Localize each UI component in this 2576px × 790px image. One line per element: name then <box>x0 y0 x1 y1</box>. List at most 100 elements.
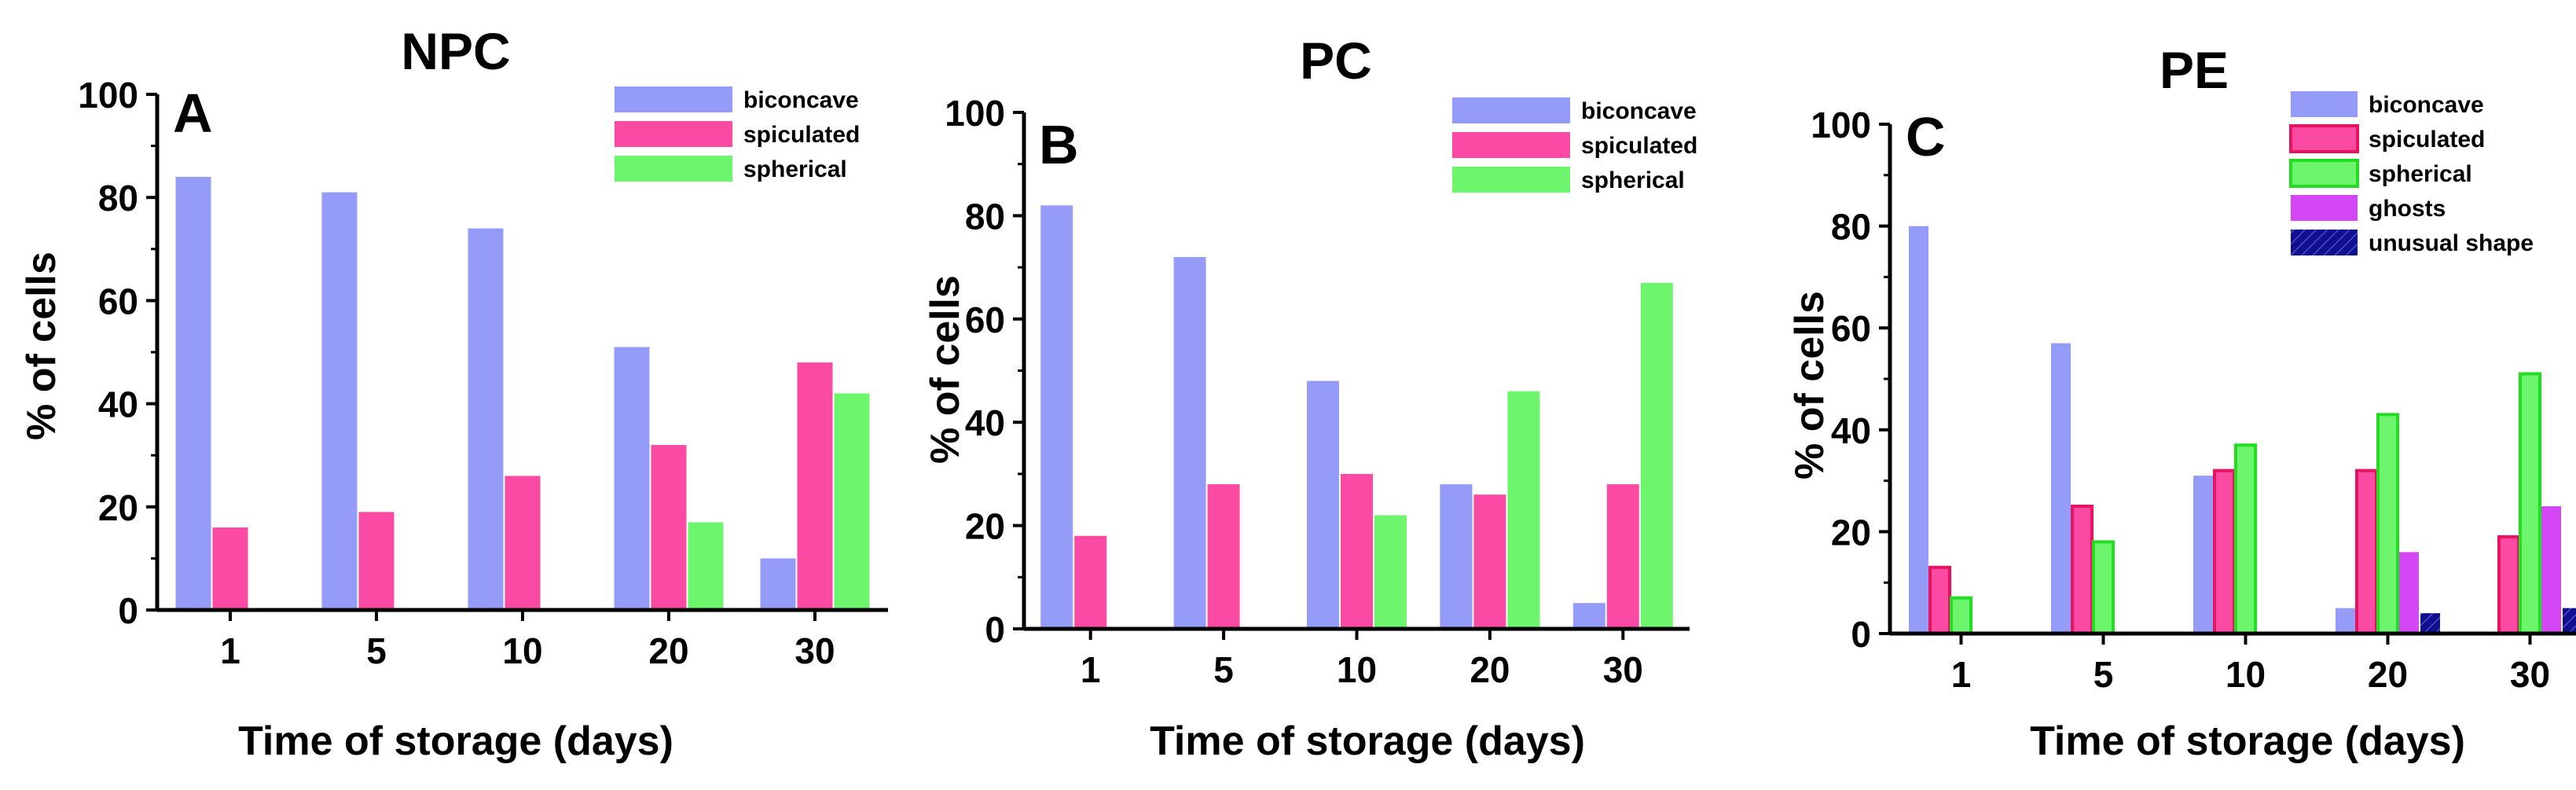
y-tick-label: 0 <box>118 590 138 631</box>
x-tick-label: 20 <box>2368 654 2408 695</box>
legend-swatch-ghosts <box>2291 195 2358 221</box>
bar-spiculated-5 <box>358 512 394 610</box>
y-tick-label: 0 <box>1851 614 1871 655</box>
bar-unusual-shape-20 <box>2420 613 2440 634</box>
bar-spiculated-20 <box>2355 468 2378 636</box>
bar-spiculated-30 <box>2497 535 2520 636</box>
bar-spiculated-1 <box>1074 535 1107 629</box>
bar-spiculated-10 <box>2213 468 2236 636</box>
legend: biconcave spiculated spherical <box>615 86 860 182</box>
legend: biconcave spiculated spherical ghosts unusua… <box>2289 91 2534 256</box>
bar-spiculated-30 <box>1606 484 1639 629</box>
bar-spiculated-1 <box>1928 565 1951 636</box>
y-tick-label: 80 <box>98 178 138 219</box>
bar-spiculated-20 <box>651 445 687 610</box>
legend-swatch-biconcave <box>615 86 732 112</box>
bar-spiculated-5 <box>2071 505 2093 635</box>
x-tick-label: 5 <box>1213 649 1234 690</box>
legend-label: biconcave <box>743 87 859 113</box>
legend-label: ghosts <box>2369 196 2446 222</box>
bar-biconcave-10 <box>1307 380 1339 629</box>
legend-label: spherical <box>743 156 847 182</box>
legend-label: biconcave <box>1581 98 1697 124</box>
x-tick-label: 30 <box>2510 654 2550 695</box>
bar-spherical-10 <box>2234 443 2257 635</box>
legend-swatch-spiculated <box>615 121 732 147</box>
legend-label: spherical <box>2369 161 2472 187</box>
legend-swatch-biconcave <box>1452 97 1570 123</box>
y-tick-label: 100 <box>945 93 1005 134</box>
bar-biconcave-5 <box>2051 343 2071 634</box>
bar-spiculated-10 <box>505 476 541 610</box>
legend-swatch-spiculated <box>2289 124 2359 153</box>
y-axis-title: % of cells <box>923 275 968 464</box>
legend-swatch-spherical <box>1452 167 1570 193</box>
bar-spherical-20 <box>688 522 724 610</box>
bar-spherical-20 <box>1507 391 1540 629</box>
x-tick-label: 1 <box>220 630 240 671</box>
x-tick-label: 20 <box>648 630 688 671</box>
x-axis-title: Time of storage (days) <box>2030 718 2465 764</box>
bar-biconcave-20 <box>614 347 650 610</box>
bar-biconcave-5 <box>1173 256 1206 629</box>
y-tick-label: 80 <box>965 196 1005 237</box>
bar-biconcave-10 <box>2193 476 2213 634</box>
y-tick-label: 100 <box>1811 105 1871 145</box>
bar-biconcave-30 <box>760 558 796 610</box>
bar-spherical-1 <box>1950 596 1972 636</box>
legend-swatch-unusual-shape <box>2291 230 2358 255</box>
y-tick-label: 40 <box>1831 410 1871 451</box>
bar-spherical-30 <box>2519 372 2541 635</box>
x-tick-label: 20 <box>1470 649 1510 690</box>
y-tick-label: 60 <box>98 281 138 322</box>
bar-spherical-20 <box>2376 413 2399 635</box>
bar-spherical-30 <box>1640 282 1673 629</box>
bar-biconcave-5 <box>321 192 358 610</box>
legend-swatch-spherical <box>615 156 732 182</box>
x-tick-label: 1 <box>1951 654 1972 695</box>
y-tick-label: 40 <box>965 402 1005 443</box>
x-tick-label: 5 <box>366 630 387 671</box>
bar-spiculated-5 <box>1207 484 1240 629</box>
bar-biconcave-20 <box>2336 608 2355 634</box>
y-tick-label: 20 <box>1831 512 1871 553</box>
bar-biconcave-1 <box>1040 205 1073 629</box>
y-axis-title: % of cells <box>1787 291 1833 480</box>
bar-biconcave-1 <box>175 176 211 610</box>
x-tick-label: 5 <box>2093 654 2114 695</box>
legend-swatch-biconcave <box>2291 91 2358 117</box>
bar-spiculated-20 <box>1473 494 1506 629</box>
bar-spiculated-30 <box>797 362 833 610</box>
x-tick-label: 10 <box>2226 654 2266 695</box>
legend-label: unusual shape <box>2369 230 2534 256</box>
legend-label: spiculated <box>1581 133 1697 159</box>
legend-label: spherical <box>1581 167 1685 193</box>
x-tick-label: 10 <box>1337 649 1377 690</box>
x-axis-title: Time of storage (days) <box>238 718 673 764</box>
chart-title: NPC <box>401 22 510 80</box>
bar-spherical-30 <box>834 393 870 610</box>
bar-spherical-5 <box>2092 540 2115 635</box>
x-tick-label: 30 <box>794 630 835 671</box>
y-tick-label: 20 <box>965 506 1005 547</box>
panel-pe: PE C % of cells Time of storage (days) b… <box>1787 41 2576 764</box>
panel-label: B <box>1039 114 1079 175</box>
legend-swatch-spiculated <box>1452 132 1570 158</box>
y-axis-title: % of cells <box>19 252 64 440</box>
bar-ghosts-20 <box>2399 552 2419 634</box>
y-tick-label: 0 <box>985 609 1005 650</box>
bar-spiculated-10 <box>1341 473 1373 629</box>
bar-spiculated-1 <box>212 527 248 610</box>
y-tick-label: 60 <box>965 299 1005 340</box>
panel-pc: PC B % of cells Time of storage (days) b… <box>923 31 1697 764</box>
y-tick-label: 60 <box>1831 308 1871 349</box>
legend: biconcave spiculated spherical <box>1452 97 1697 193</box>
bar-biconcave-20 <box>1440 484 1473 629</box>
bar-ghosts-30 <box>2541 506 2561 634</box>
bar-biconcave-30 <box>1572 603 1605 629</box>
y-tick-label: 80 <box>1831 207 1871 248</box>
chart-title: PC <box>1300 31 1372 90</box>
y-tick-label: 100 <box>78 75 138 116</box>
x-tick-label: 1 <box>1081 649 1101 690</box>
